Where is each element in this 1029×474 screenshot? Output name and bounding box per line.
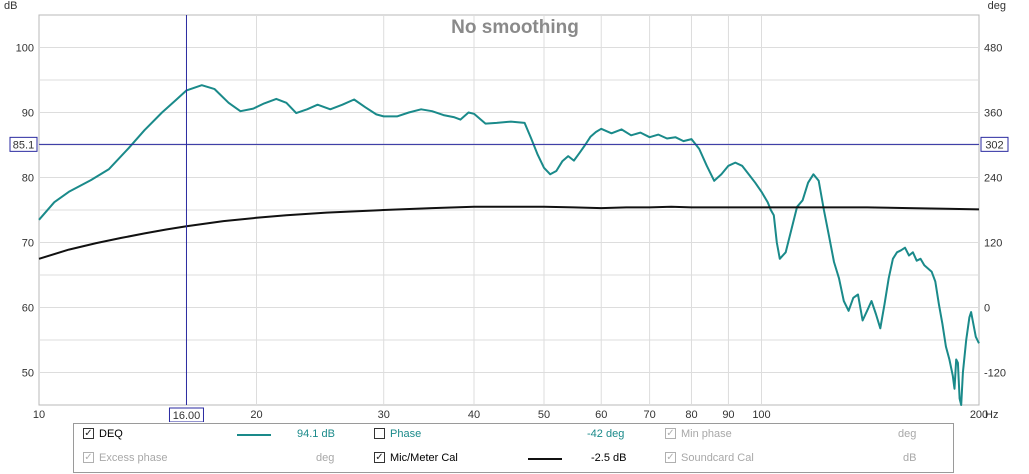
legend-row-2: ✓ Excess phase deg ✓ Mic/Meter Cal -2.5 … bbox=[74, 448, 953, 470]
deq-checkbox[interactable]: ✓ bbox=[83, 428, 94, 439]
x-tick-label: 10 bbox=[33, 409, 45, 421]
right-tick-label: -120 bbox=[984, 368, 1006, 380]
excess-phase-checkbox[interactable]: ✓ bbox=[83, 452, 94, 463]
soundcard-cal-checkbox[interactable]: ✓ bbox=[665, 452, 676, 463]
x-tick-label: 100 bbox=[752, 409, 770, 421]
cursor-db-label: 85.1 bbox=[13, 139, 34, 151]
deq-label: DEQ bbox=[99, 428, 123, 440]
right-tick-label: 240 bbox=[984, 173, 1002, 185]
x-tick-label: 70 bbox=[643, 409, 655, 421]
mic-meter-cal-checkbox[interactable]: ✓ bbox=[374, 452, 385, 463]
deq-line-swatch bbox=[237, 434, 271, 436]
right-tick-label: 120 bbox=[984, 238, 1002, 250]
right-tick-label: 0 bbox=[984, 303, 990, 315]
min-phase-label: Min phase bbox=[681, 428, 732, 440]
x-tick-label: 90 bbox=[722, 409, 734, 421]
mic-meter-cal-line-swatch bbox=[528, 458, 562, 460]
left-tick-label: 100 bbox=[16, 43, 34, 55]
cursor-frequency-label: 16.00 bbox=[173, 410, 201, 422]
right-axis-unit: deg bbox=[988, 0, 1006, 12]
x-tick-label: 40 bbox=[468, 409, 480, 421]
mic-meter-cal-value: -2.5 dB bbox=[591, 452, 626, 464]
x-axis-unit: Hz bbox=[985, 409, 998, 421]
mic-meter-cal-label: Mic/Meter Cal bbox=[390, 452, 458, 464]
phase-value: -42 deg bbox=[587, 428, 624, 440]
soundcard-cal-label: Soundcard Cal bbox=[681, 452, 754, 464]
excess-phase-value: deg bbox=[316, 452, 334, 464]
right-tick-label: 480 bbox=[984, 43, 1002, 55]
x-tick-label: 60 bbox=[595, 409, 607, 421]
legend-row-1: ✓ DEQ 94.1 dB Phase -42 deg ✓ Min phase … bbox=[74, 424, 953, 446]
x-tick-label: 80 bbox=[685, 409, 697, 421]
x-tick-label: 30 bbox=[378, 409, 390, 421]
min-phase-value: deg bbox=[898, 428, 916, 440]
excess-phase-label: Excess phase bbox=[99, 452, 167, 464]
left-tick-label: 90 bbox=[22, 108, 34, 120]
chart-title: No smoothing bbox=[451, 17, 579, 38]
cursor-deg-label: 302 bbox=[985, 139, 1003, 151]
left-tick-label: 50 bbox=[22, 368, 34, 380]
legend-panel: ✓ DEQ 94.1 dB Phase -42 deg ✓ Min phase … bbox=[73, 423, 954, 473]
x-tick-label: 50 bbox=[538, 409, 550, 421]
right-axis-ticks: -120 0 120 240 360 480 bbox=[984, 43, 1006, 380]
frequency-response-chart[interactable]: 50 60 70 80 90 100 -120 0 120 240 360 480 10 20 30 40… bbox=[0, 0, 1029, 422]
phase-label: Phase bbox=[390, 428, 421, 440]
left-tick-label: 80 bbox=[22, 173, 34, 185]
phase-checkbox[interactable] bbox=[374, 428, 385, 439]
left-tick-label: 60 bbox=[22, 303, 34, 315]
x-tick-label: 20 bbox=[250, 409, 262, 421]
left-axis-ticks: 50 60 70 80 90 100 bbox=[16, 43, 34, 380]
min-phase-checkbox[interactable]: ✓ bbox=[665, 428, 676, 439]
right-tick-label: 360 bbox=[984, 108, 1002, 120]
deq-value: 94.1 dB bbox=[297, 428, 335, 440]
left-tick-label: 70 bbox=[22, 238, 34, 250]
soundcard-cal-value: dB bbox=[903, 452, 916, 464]
left-axis-unit: dB bbox=[4, 0, 17, 12]
